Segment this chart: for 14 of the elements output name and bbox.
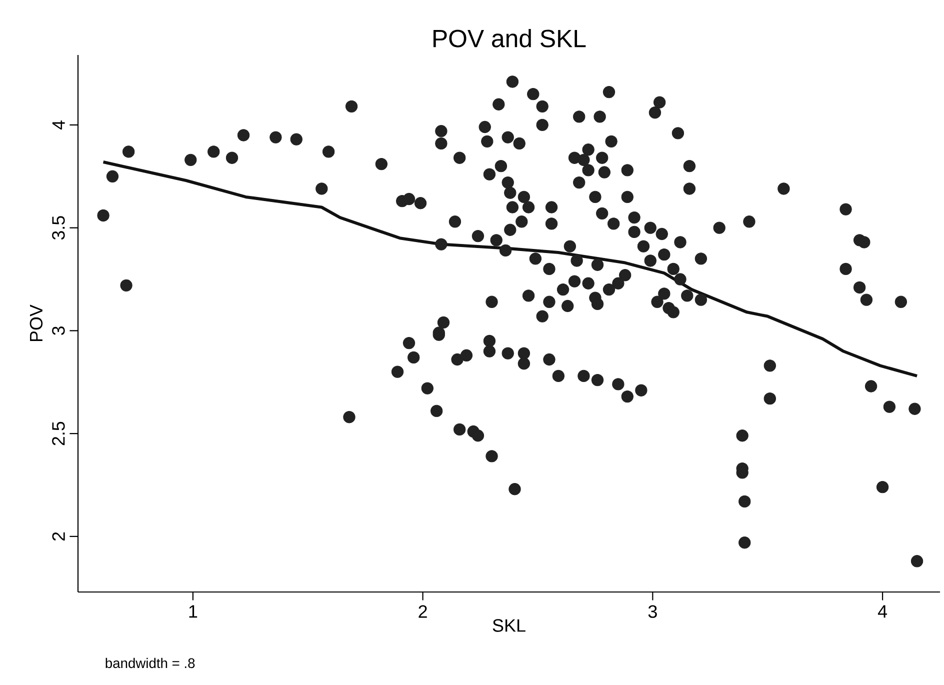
y-tick-label: 3.5: [52, 216, 65, 240]
y-tick-label: 2: [52, 532, 65, 541]
y-axis-title: POV: [30, 304, 43, 342]
x-tick-label: 1: [189, 605, 198, 618]
text: bandwidth = .8: [106, 658, 195, 668]
line-series: [102, 160, 919, 378]
x-tick-label: 2: [418, 605, 427, 618]
chart-title: POV and SKL: [434, 29, 586, 48]
x-tick-label: 3: [648, 605, 657, 618]
x-axis-title: SKL: [492, 619, 526, 632]
y-tick-label: 4: [52, 120, 65, 130]
y-tick-label: 2.5: [52, 422, 65, 446]
x-tick-label: 4: [878, 605, 888, 618]
y-tick-label: 3: [52, 326, 65, 336]
